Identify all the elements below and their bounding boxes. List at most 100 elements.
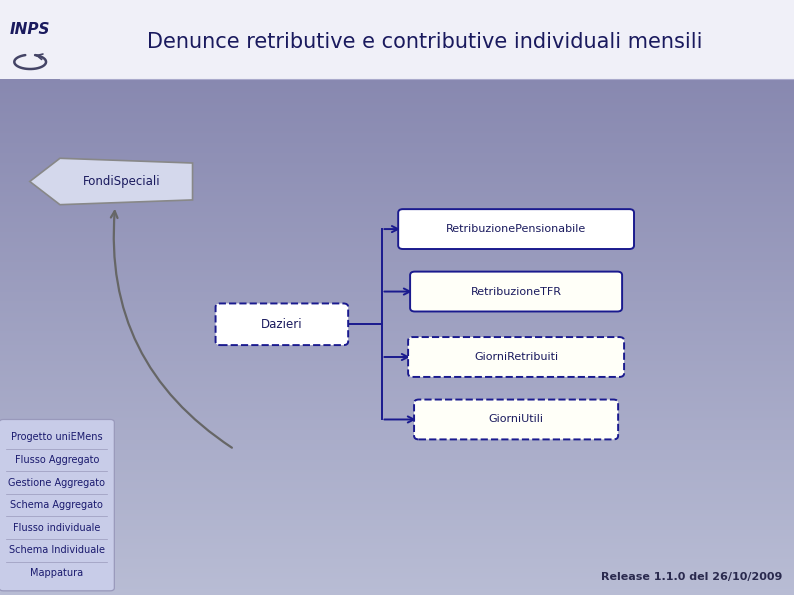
Bar bbox=[0, 43, 794, 46]
Text: Mappatura: Mappatura bbox=[30, 568, 83, 578]
Bar bbox=[0, 415, 794, 416]
Bar bbox=[0, 537, 794, 540]
Bar bbox=[0, 252, 794, 254]
Bar bbox=[0, 20, 794, 22]
Bar bbox=[0, 34, 794, 36]
Bar bbox=[0, 339, 794, 341]
Bar bbox=[0, 400, 794, 403]
Bar bbox=[0, 37, 794, 40]
Bar bbox=[0, 115, 794, 117]
Bar bbox=[0, 442, 794, 444]
Bar bbox=[0, 10, 794, 12]
Bar bbox=[0, 393, 794, 394]
Bar bbox=[0, 113, 794, 115]
Bar bbox=[0, 101, 794, 103]
Bar bbox=[0, 238, 794, 240]
Bar bbox=[0, 331, 794, 333]
Bar bbox=[0, 337, 794, 339]
Bar bbox=[0, 28, 794, 30]
Bar bbox=[0, 367, 794, 369]
Bar bbox=[0, 281, 794, 284]
Bar bbox=[0, 18, 794, 20]
Bar bbox=[0, 287, 794, 290]
Bar bbox=[0, 60, 794, 61]
Bar bbox=[0, 240, 794, 242]
Bar bbox=[0, 317, 794, 320]
Bar bbox=[0, 540, 794, 541]
FancyBboxPatch shape bbox=[399, 209, 634, 249]
Bar bbox=[0, 583, 794, 585]
Bar bbox=[0, 488, 794, 490]
Bar bbox=[0, 292, 794, 293]
Bar bbox=[0, 161, 794, 162]
Bar bbox=[0, 167, 794, 168]
Bar bbox=[0, 309, 794, 311]
Bar bbox=[0, 82, 794, 83]
Bar bbox=[0, 385, 794, 387]
Bar bbox=[0, 4, 794, 6]
Bar bbox=[0, 434, 794, 436]
Bar bbox=[0, 214, 794, 216]
Bar bbox=[0, 510, 794, 512]
Bar bbox=[0, 275, 794, 278]
Bar bbox=[0, 587, 794, 589]
Bar bbox=[0, 236, 794, 238]
Bar bbox=[0, 270, 794, 272]
Bar bbox=[0, 541, 794, 543]
Bar bbox=[0, 83, 794, 85]
Bar bbox=[0, 268, 794, 270]
Bar bbox=[0, 411, 794, 412]
Bar bbox=[0, 168, 794, 171]
Text: Dazieri: Dazieri bbox=[261, 318, 303, 331]
Bar bbox=[0, 494, 794, 496]
Bar bbox=[0, 552, 794, 553]
Text: Flusso individuale: Flusso individuale bbox=[13, 523, 101, 533]
Bar bbox=[0, 464, 794, 466]
Bar bbox=[0, 478, 794, 480]
Bar bbox=[0, 468, 794, 470]
Bar bbox=[0, 254, 794, 256]
Bar bbox=[0, 127, 794, 129]
Bar bbox=[0, 430, 794, 433]
Bar bbox=[0, 327, 794, 329]
Text: Schema Individuale: Schema Individuale bbox=[9, 546, 105, 555]
Bar bbox=[0, 506, 794, 508]
Bar bbox=[0, 341, 794, 343]
Bar bbox=[0, 444, 794, 446]
Bar bbox=[0, 460, 794, 462]
Bar bbox=[0, 230, 794, 232]
Bar bbox=[0, 14, 794, 16]
Bar bbox=[0, 345, 794, 347]
Bar bbox=[0, 151, 794, 153]
Bar bbox=[0, 97, 794, 99]
Bar bbox=[0, 315, 794, 317]
Bar bbox=[0, 335, 794, 337]
Bar bbox=[0, 91, 794, 93]
Bar bbox=[0, 349, 794, 351]
Text: FondiSpeciali: FondiSpeciali bbox=[83, 175, 160, 188]
Bar bbox=[0, 87, 794, 89]
Bar bbox=[0, 433, 794, 434]
Text: Schema Aggregato: Schema Aggregato bbox=[10, 500, 103, 510]
Bar bbox=[0, 12, 794, 14]
Bar bbox=[0, 502, 794, 504]
Bar bbox=[0, 320, 794, 321]
Bar bbox=[0, 466, 794, 468]
Bar bbox=[0, 296, 794, 298]
Bar bbox=[0, 571, 794, 573]
Bar bbox=[0, 232, 794, 234]
Bar bbox=[0, 290, 794, 292]
Bar bbox=[0, 16, 794, 18]
Bar bbox=[0, 103, 794, 105]
Bar bbox=[0, 399, 794, 400]
Bar bbox=[0, 418, 794, 421]
Bar bbox=[0, 314, 794, 315]
Bar bbox=[0, 480, 794, 482]
Bar bbox=[0, 212, 794, 214]
Bar bbox=[0, 248, 794, 250]
Bar bbox=[0, 593, 794, 595]
Bar bbox=[0, 516, 794, 518]
Bar bbox=[0, 321, 794, 323]
FancyBboxPatch shape bbox=[414, 400, 618, 439]
Bar bbox=[0, 436, 794, 439]
